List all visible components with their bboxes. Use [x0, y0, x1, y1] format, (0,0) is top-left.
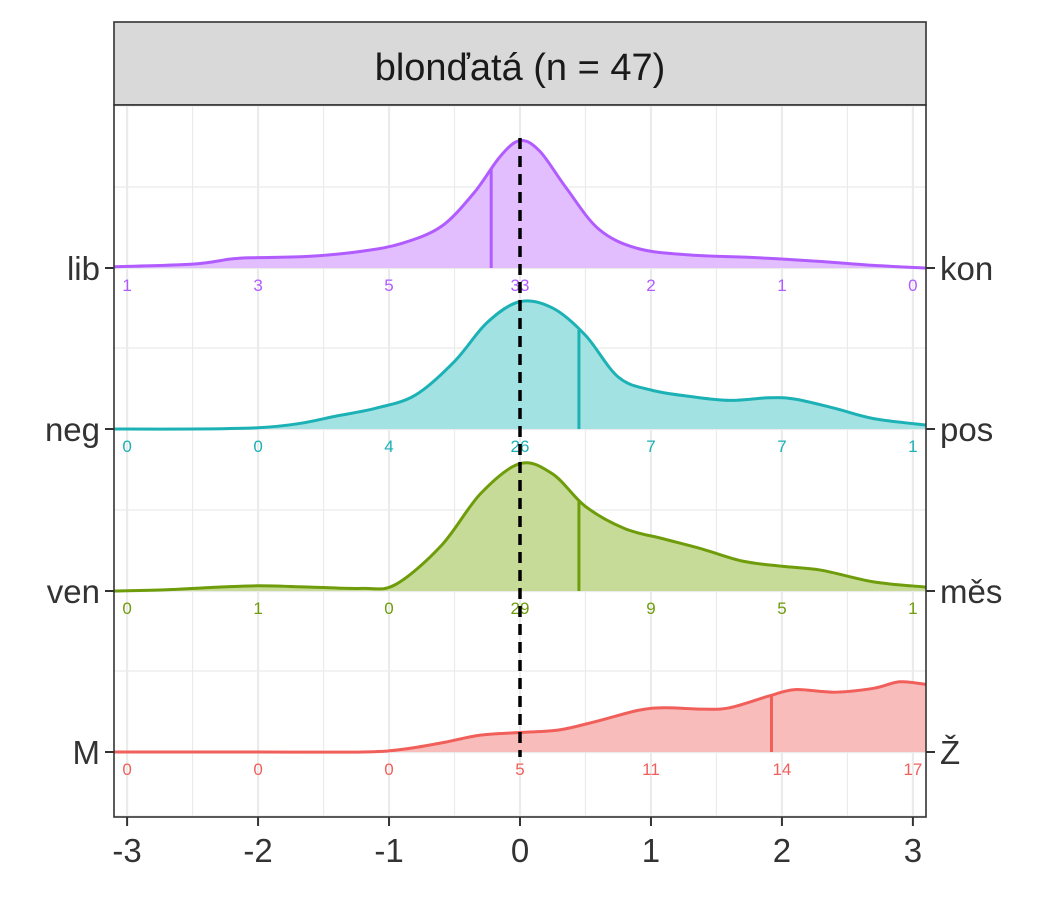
count-label: 0: [122, 599, 131, 618]
density-curve: [113, 461, 927, 593]
count-label: 1: [122, 276, 131, 295]
count-label: 2: [646, 276, 655, 295]
y-tick-label-right: Ž: [940, 734, 960, 771]
y-tick-label-right: kon: [940, 250, 993, 287]
count-label: 17: [903, 760, 922, 779]
count-label: 0: [384, 599, 393, 618]
count-label: 1: [908, 599, 917, 618]
x-tick-label: 2: [773, 832, 791, 869]
count-label: 5: [777, 599, 786, 618]
count-label: 1: [253, 599, 262, 618]
count-label: 0: [122, 437, 131, 456]
count-label: 3: [253, 276, 262, 295]
x-tick-label: -3: [112, 832, 141, 869]
count-label: 0: [253, 760, 262, 779]
count-label: 7: [646, 437, 655, 456]
y-tick-label-left: lib: [67, 250, 100, 287]
y-tick-label-right: pos: [940, 411, 993, 448]
density-curve: [113, 138, 927, 270]
y-tick-label-left: M: [73, 734, 101, 771]
density-area: [114, 681, 926, 753]
x-tick-label: 1: [642, 832, 660, 869]
count-label: 1: [908, 437, 917, 456]
y-tick-label-right: měs: [940, 573, 1002, 610]
density-curve: [114, 680, 927, 754]
x-tick-label: -1: [374, 832, 403, 869]
count-label: 0: [384, 760, 393, 779]
count-label: 4: [384, 437, 393, 456]
density-curve: [113, 299, 927, 431]
count-label: 1: [777, 276, 786, 295]
ridge-M-Ž: [114, 680, 927, 754]
y-tick-label-left: neg: [45, 411, 100, 448]
count-label: 14: [772, 760, 791, 779]
axes: -3 -2 -1 0 1 2 3 lib kon neg pos ven měs M Ž: [45, 250, 1002, 869]
count-label: 0: [908, 276, 917, 295]
count-label: 5: [515, 760, 524, 779]
count-label: 0: [122, 760, 131, 779]
count-label: 9: [646, 599, 655, 618]
x-tick-label: 3: [904, 832, 922, 869]
facet-title: blonďatá (n = 47): [375, 47, 666, 89]
density-area: [114, 140, 926, 268]
x-tick-label: -2: [243, 832, 272, 869]
x-tick-label: 0: [511, 832, 529, 869]
count-label: 0: [253, 437, 262, 456]
facet-strip: [113, 21, 927, 106]
y-tick-label-left: ven: [47, 573, 100, 610]
ridge-lib-kon: [113, 138, 927, 270]
count-label: 7: [777, 437, 786, 456]
count-label: 5: [384, 276, 393, 295]
count-label: 11: [642, 760, 660, 779]
